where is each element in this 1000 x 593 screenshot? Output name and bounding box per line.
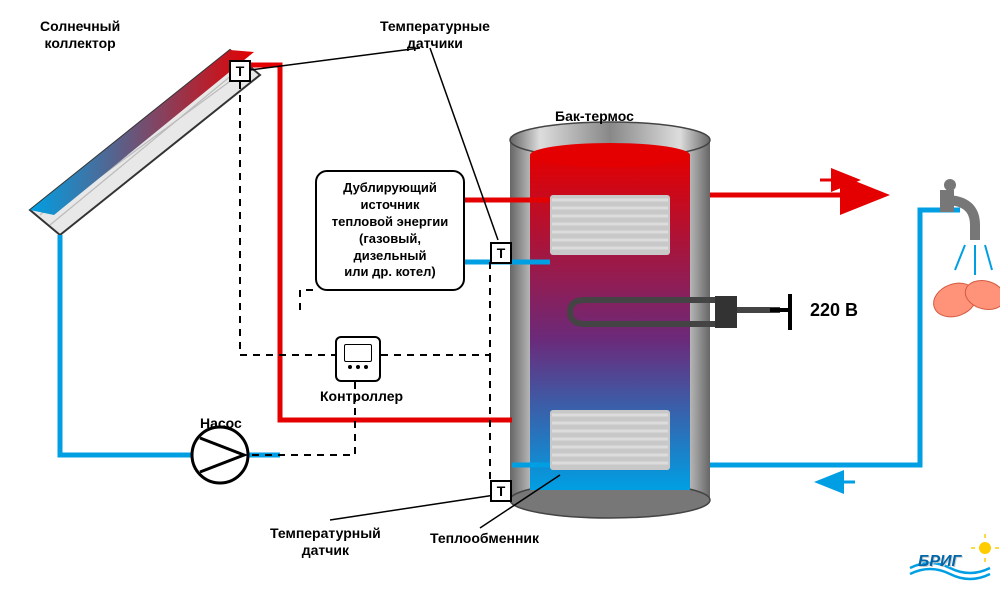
faucet-icon [929, 179, 1000, 323]
sensor-t1-icon: T [229, 60, 251, 82]
backup-source-box: Дублирующийисточниктепловой энергии(газо… [315, 170, 465, 291]
temp-sensors-label: Температурныедатчики [380, 18, 490, 52]
sensor-t3-icon: T [490, 480, 512, 502]
tank-label: Бак-термос [555, 108, 634, 125]
tank-icon [510, 122, 790, 518]
sensor-t2-icon: T [490, 242, 512, 264]
temp-sensor-single-label: Температурныйдатчик [270, 525, 381, 559]
heat-exchanger-label: Теплообменник [430, 530, 539, 547]
collector-label: Солнечныйколлектор [40, 18, 120, 52]
controller-box-icon [335, 336, 381, 382]
pump-icon [192, 427, 248, 483]
voltage-label: 220 В [810, 300, 858, 322]
diagram-canvas [0, 0, 1000, 593]
logo-text: БРИГ [918, 552, 961, 571]
pump-label: Насос [200, 415, 242, 432]
controller-label: Контроллер [320, 388, 403, 405]
solar-collector-icon [30, 50, 260, 235]
